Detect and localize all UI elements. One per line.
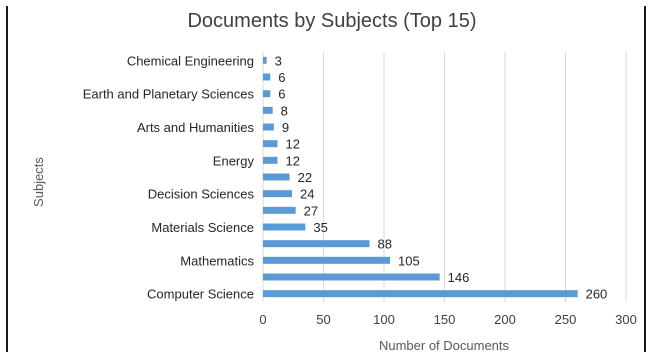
data-label: 6 — [278, 70, 285, 85]
bar — [263, 223, 306, 231]
bar — [263, 106, 273, 114]
bar — [263, 56, 267, 64]
data-label: 22 — [298, 170, 312, 185]
data-label: 8 — [281, 103, 288, 118]
category-label: Arts and Humanities — [137, 120, 255, 135]
x-tick-label: 250 — [555, 312, 577, 327]
x-tick-label: 100 — [373, 312, 395, 327]
data-label: 24 — [300, 187, 314, 202]
category-label: Energy — [213, 153, 255, 168]
bar — [263, 206, 296, 214]
chart-frame: Documents by Subjects (Top 15) Computer … — [6, 6, 646, 352]
data-label: 27 — [304, 203, 318, 218]
category-label: Materials Science — [151, 220, 254, 235]
data-label: 88 — [377, 237, 391, 252]
category-label: Earth and Planetary Sciences — [83, 87, 255, 102]
x-tick-label: 50 — [316, 312, 330, 327]
data-label: 260 — [586, 287, 608, 302]
bar-chart: Documents by Subjects (Top 15) Computer … — [31, 10, 637, 352]
data-label: 6 — [278, 87, 285, 102]
bar — [263, 73, 271, 81]
data-label: 9 — [282, 120, 289, 135]
bar — [263, 156, 278, 164]
x-tick-label: 200 — [494, 312, 516, 327]
x-axis-title: Number of Documents — [379, 338, 510, 352]
category-label: Mathematics — [180, 253, 254, 268]
bar — [263, 173, 290, 181]
bar — [263, 273, 440, 281]
bar — [263, 290, 578, 298]
bars — [263, 56, 578, 298]
data-label: 12 — [286, 153, 300, 168]
bar — [263, 256, 391, 264]
x-tick-label: 150 — [434, 312, 456, 327]
y-axis-title: Subjects — [31, 157, 46, 207]
gridlines — [262, 52, 627, 302]
bar — [263, 190, 293, 198]
bar — [263, 123, 274, 131]
category-labels: Computer Science Mathematics Materials Sci… — [83, 53, 255, 301]
category-label: Computer Science — [147, 287, 254, 302]
category-label: Decision Sciences — [148, 187, 255, 202]
category-label: Chemical Engineering — [127, 53, 254, 68]
x-tick-label: 0 — [259, 312, 266, 327]
x-tick-label: 300 — [615, 312, 637, 327]
bar — [263, 140, 278, 148]
chart-title: Documents by Subjects (Top 15) — [187, 10, 476, 32]
data-label: 146 — [448, 270, 470, 285]
data-label: 35 — [313, 220, 327, 235]
data-label: 105 — [398, 253, 420, 268]
data-label: 12 — [286, 137, 300, 152]
bar — [263, 90, 271, 98]
x-tick-labels: 0 50 100 150 200 250 300 — [259, 312, 636, 327]
data-label: 3 — [275, 53, 282, 68]
bar — [263, 240, 370, 248]
